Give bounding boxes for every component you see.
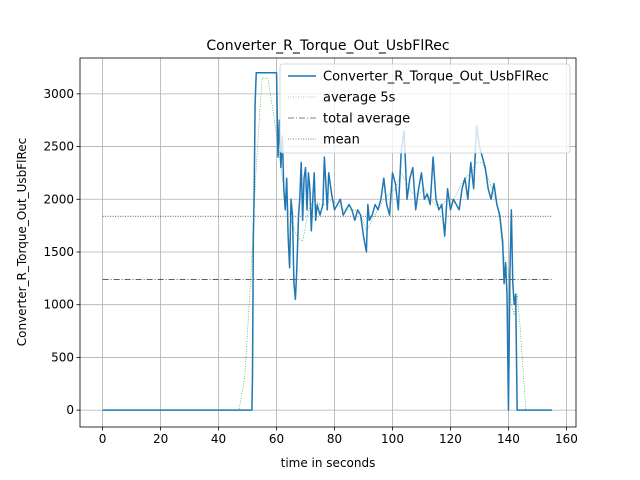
legend-label: mean: [323, 133, 360, 148]
y-tick-label: 0: [66, 403, 74, 417]
x-tick-label: 100: [381, 432, 404, 446]
chart-title: Converter_R_Torque_Out_UsbFlRec: [206, 38, 449, 54]
plot-area-frame: [79, 57, 577, 428]
x-tick-label: 0: [99, 432, 107, 446]
y-tick-label: 1000: [43, 298, 74, 312]
y-axis-label: Converter_R_Torque_Out_UsbFlRec: [15, 138, 29, 347]
x-tick-label: 80: [327, 432, 342, 446]
legend-label: average 5s: [323, 91, 396, 106]
x-tick-label: 140: [497, 432, 520, 446]
x-tick-label: 60: [269, 432, 284, 446]
legend-box: [279, 63, 571, 154]
y-tick-label: 2500: [43, 140, 74, 154]
y-tick-label: 2000: [43, 192, 74, 206]
x-tick-label: 40: [211, 432, 226, 446]
legend-label: total average: [323, 112, 410, 127]
x-axis-label: time in seconds: [281, 456, 376, 470]
x-tick-label: 120: [439, 432, 462, 446]
legend-label: Converter_R_Torque_Out_UsbFlRec: [323, 70, 549, 85]
axis-ticks: 0 20 40 60 80 100 120 140 160 0 500 1000 1500 2000 250…: [43, 87, 577, 446]
y-tick-label: 1500: [43, 245, 74, 259]
x-tick-label: 20: [153, 432, 168, 446]
y-tick-label: 500: [51, 350, 74, 364]
y-tick-label: 3000: [43, 87, 74, 101]
x-tick-label: 160: [555, 432, 578, 446]
